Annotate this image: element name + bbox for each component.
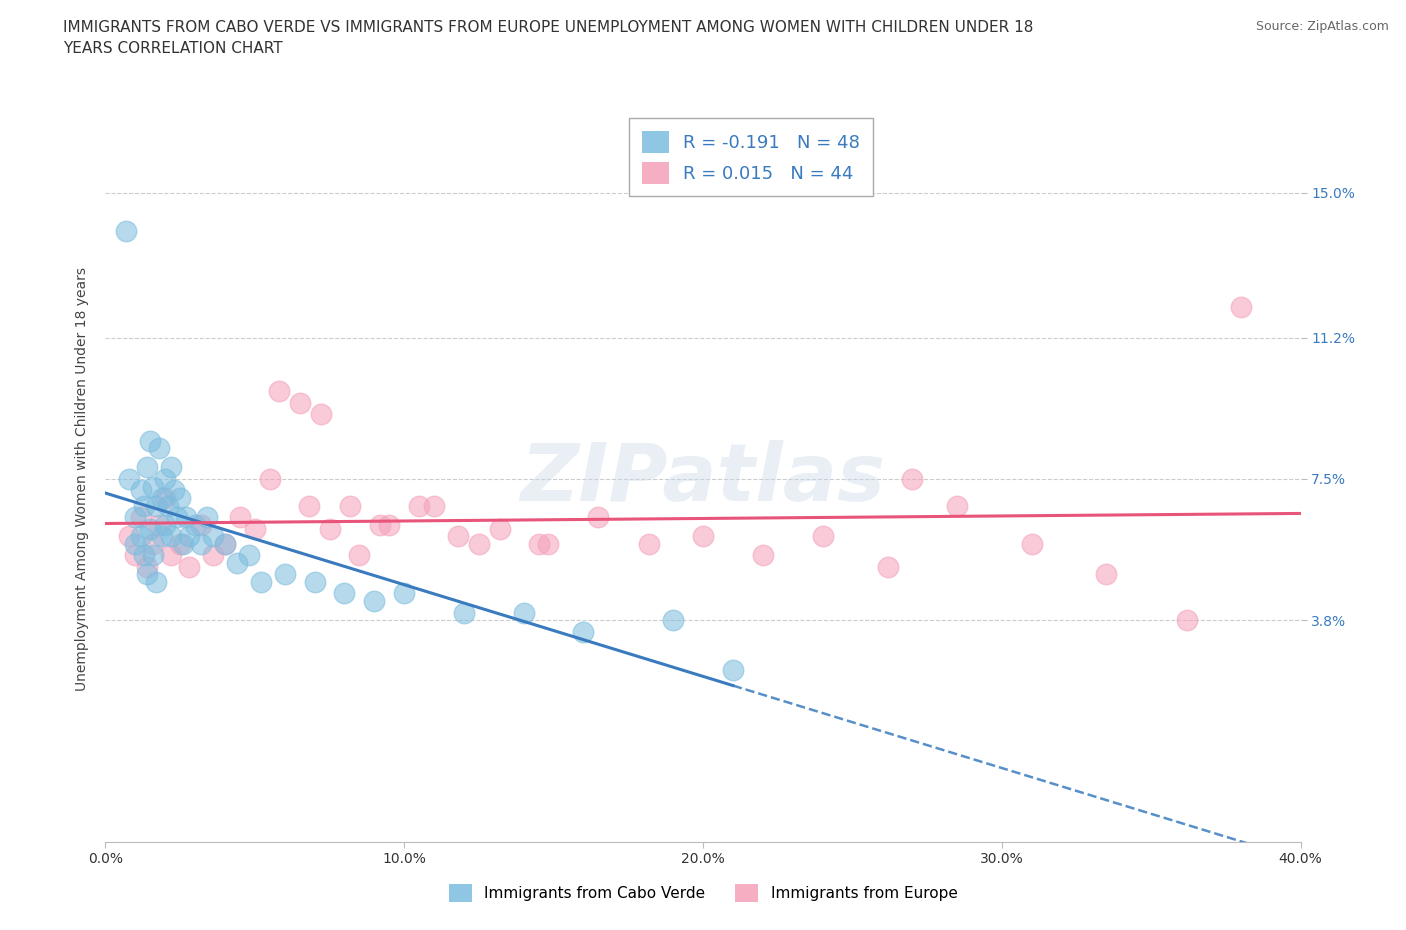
Point [1175, 613, 1198, 628]
Point [214, 537, 236, 551]
Point [160, 548, 183, 563]
Point [536, 537, 558, 551]
Point [298, 498, 321, 513]
Point [489, 521, 512, 536]
Point [468, 537, 491, 551]
Point [588, 510, 610, 525]
Point [225, 555, 249, 570]
Point [363, 593, 385, 608]
Point [118, 472, 141, 486]
Point [243, 521, 266, 536]
Legend: R = -0.191   N = 48, R = 0.015   N = 44: R = -0.191 N = 48, R = 0.015 N = 44 [628, 118, 873, 196]
Point [202, 548, 225, 563]
Text: IMMIGRANTS FROM CABO VERDE VS IMMIGRANTS FROM EUROPE UNEMPLOYMENT AMONG WOMEN WI: IMMIGRANTS FROM CABO VERDE VS IMMIGRANTS… [63, 20, 1033, 57]
Point [174, 510, 197, 525]
Point [1229, 299, 1253, 314]
Point [124, 510, 146, 525]
Point [150, 491, 173, 506]
Point [304, 575, 326, 590]
Point [202, 529, 225, 544]
Point [349, 548, 371, 563]
Point [195, 510, 218, 525]
Point [134, 548, 156, 563]
Point [134, 498, 156, 513]
Point [394, 586, 416, 601]
Point [129, 529, 153, 544]
Point [155, 472, 177, 486]
Legend: Immigrants from Cabo Verde, Immigrants from Europe: Immigrants from Cabo Verde, Immigrants f… [443, 878, 963, 909]
Point [453, 605, 475, 620]
Point [811, 529, 834, 544]
Point [333, 586, 356, 601]
Point [124, 537, 146, 551]
Point [288, 395, 311, 410]
Point [527, 537, 550, 551]
Point [136, 559, 159, 574]
Point [190, 537, 212, 551]
Point [1095, 567, 1118, 582]
Point [229, 510, 252, 525]
Point [423, 498, 446, 513]
Point [163, 483, 186, 498]
Point [166, 510, 188, 525]
Point [190, 517, 212, 532]
Point [118, 529, 141, 544]
Point [139, 521, 162, 536]
Point [250, 575, 273, 590]
Point [136, 567, 159, 582]
Point [139, 433, 162, 448]
Point [447, 529, 470, 544]
Point [160, 460, 183, 475]
Point [148, 441, 170, 456]
Point [142, 548, 165, 563]
Point [136, 460, 159, 475]
Point [901, 472, 924, 486]
Point [129, 510, 153, 525]
Point [877, 559, 900, 574]
Point [513, 605, 536, 620]
Point [169, 537, 191, 551]
Point [145, 575, 167, 590]
Point [238, 548, 260, 563]
Point [408, 498, 430, 513]
Point [259, 472, 281, 486]
Point [148, 517, 170, 532]
Point [721, 662, 744, 677]
Point [177, 559, 201, 574]
Point [157, 498, 180, 513]
Point [309, 406, 332, 421]
Point [638, 537, 661, 551]
Point [368, 517, 391, 532]
Point [177, 529, 201, 544]
Text: ZIPatlas: ZIPatlas [520, 440, 886, 518]
Point [339, 498, 361, 513]
Point [169, 491, 191, 506]
Point [129, 483, 153, 498]
Point [662, 613, 685, 628]
Point [273, 567, 295, 582]
Point [692, 529, 714, 544]
Text: Source: ZipAtlas.com: Source: ZipAtlas.com [1256, 20, 1389, 33]
Point [318, 521, 340, 536]
Point [124, 548, 146, 563]
Point [946, 498, 969, 513]
Point [115, 223, 138, 238]
Point [160, 529, 183, 544]
Point [184, 517, 207, 532]
Point [1021, 537, 1043, 551]
Point [155, 491, 177, 506]
Point [214, 537, 236, 551]
Point [572, 624, 595, 639]
Point [142, 479, 165, 494]
Point [267, 384, 290, 399]
Point [155, 517, 177, 532]
Point [751, 548, 773, 563]
Point [172, 537, 194, 551]
Point [145, 498, 167, 513]
Point [150, 529, 173, 544]
Y-axis label: Unemployment Among Women with Children Under 18 years: Unemployment Among Women with Children U… [75, 267, 89, 691]
Point [142, 537, 165, 551]
Point [378, 517, 401, 532]
